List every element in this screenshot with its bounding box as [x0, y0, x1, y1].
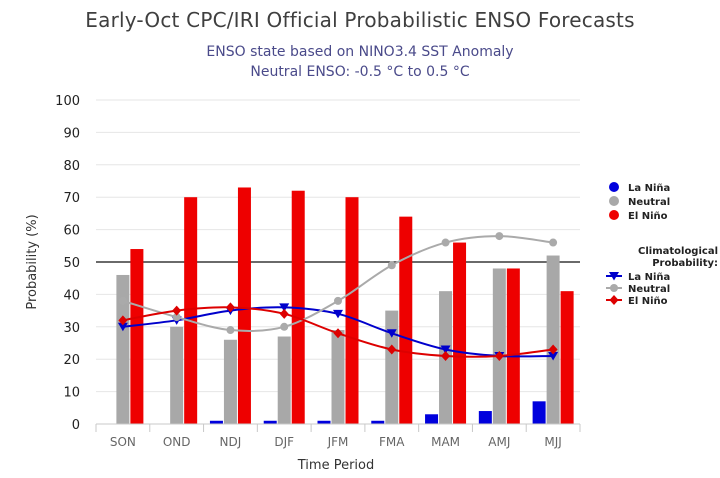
bar-el-ni-o [237, 187, 251, 424]
y-tick-label: 20 [63, 353, 80, 368]
climatology-point-la-ni-a [333, 309, 343, 319]
climatology-point-neutral [549, 238, 558, 247]
y-tick-label: 0 [72, 418, 80, 433]
climatology-point-el-ni-o [172, 305, 182, 316]
climatology-point-neutral [226, 326, 235, 335]
legend-line-marker-la-ni-a [609, 272, 619, 281]
legend-line-label-neutral: Neutral [628, 284, 670, 295]
legend-line-label-la-ni-a: La Niña [628, 272, 670, 283]
bar-neutral [546, 255, 560, 424]
climatology-point-el-ni-o [118, 315, 128, 326]
climatology-point-neutral [118, 296, 127, 305]
y-tick-label: 30 [63, 321, 80, 336]
legend-marker-neutral [609, 196, 619, 206]
climatology-point-el-ni-o [494, 350, 504, 361]
bar-neutral [170, 326, 184, 424]
bar-la-ni-a [478, 411, 492, 424]
chart-title: Early-Oct CPC/IRI Official Probabilistic… [85, 8, 635, 32]
x-tick-label: MAM [431, 435, 460, 449]
y-tick-label: 40 [63, 288, 80, 303]
bar-la-ni-a [532, 401, 546, 424]
axes: 0 10 20 30 40 50 60 70 80 90 100 SON OND NDJ DJF JFM FMA… [55, 94, 581, 449]
climatology-point-la-ni-a [279, 303, 290, 312]
bar-el-ni-o [399, 216, 413, 424]
y-tick-label: 70 [63, 191, 80, 206]
bar-neutral [277, 336, 291, 424]
climatology-point-el-ni-o [441, 350, 451, 361]
climatology-lines [117, 232, 559, 361]
x-tick-label: AMJ [488, 435, 510, 449]
bar-la-ni-a [263, 420, 277, 424]
bar-la-ni-a [371, 420, 385, 424]
climatology-point-la-ni-a [386, 329, 397, 338]
bar-el-ni-o [560, 291, 574, 424]
x-tick-label: NDJ [220, 435, 242, 449]
legend-label-la-ni-a: La Niña [628, 183, 670, 194]
legend-line-marker-neutral [610, 284, 618, 292]
chart-subtitle-line-1: ENSO state based on NINO3.4 SST Anomaly [206, 44, 514, 60]
x-tick-label: SON [110, 435, 136, 449]
y-tick-label: 60 [63, 224, 80, 239]
bar-neutral [331, 330, 345, 424]
bar-el-ni-o [345, 197, 359, 424]
bar-neutral [385, 310, 399, 424]
climatology-point-neutral [441, 238, 450, 247]
climatology-point-neutral [495, 232, 504, 241]
legend-climatology-title: Climatological [638, 246, 718, 257]
y-axis-title: Probability (%) [25, 214, 40, 309]
legend-label-el-ni-o: El Niño [628, 211, 668, 222]
y-tick-label: 100 [55, 94, 80, 109]
bar-el-ni-o [506, 268, 520, 424]
y-tick-label: 90 [63, 126, 80, 141]
y-tick-label: 50 [63, 256, 80, 271]
bars [116, 187, 574, 424]
bar-el-ni-o [130, 249, 144, 424]
bar-el-ni-o [453, 242, 467, 424]
bar-el-ni-o [184, 197, 198, 424]
x-tick-label: FMA [379, 435, 405, 449]
climatology-point-neutral [387, 261, 396, 270]
legend-marker-el-ni-o [609, 210, 619, 220]
y-tick-label: 10 [63, 386, 80, 401]
chart-subtitle-line-2: Neutral ENSO: -0.5 °C to 0.5 °C [250, 64, 470, 80]
bar-neutral [116, 274, 130, 424]
x-tick-label: MJJ [544, 435, 561, 449]
climatology-point-el-ni-o [548, 344, 558, 355]
climatology-point-el-ni-o [333, 328, 343, 339]
climatology-point-neutral [280, 322, 289, 331]
legend-line-marker-el-ni-o [609, 295, 619, 305]
x-tick-label: DJF [274, 435, 294, 449]
climatology-point-neutral [172, 313, 181, 322]
legend-line-label-el-ni-o: El Niño [628, 296, 668, 307]
legend-climatology-title: Probability: [652, 258, 718, 269]
climatology-point-neutral [334, 296, 342, 305]
legend-label-neutral: Neutral [628, 197, 670, 208]
climatology-point-la-ni-a [440, 345, 451, 354]
bar-la-ni-a [425, 414, 439, 424]
x-tick-label: JFM [327, 435, 349, 449]
bar-neutral [492, 268, 506, 424]
climatology-point-el-ni-o [225, 302, 235, 313]
bar-la-ni-a [317, 420, 331, 424]
bar-neutral [223, 339, 237, 424]
x-axis-title: Time Period [297, 458, 374, 473]
x-tick-label: OND [163, 435, 191, 449]
climatology-point-el-ni-o [279, 308, 289, 319]
climatology-point-la-ni-a [548, 351, 559, 361]
legend-marker-la-ni-a [609, 182, 619, 192]
climatology-point-la-ni-a [117, 322, 128, 332]
y-tick-label: 80 [63, 159, 80, 174]
bar-la-ni-a [209, 420, 223, 424]
climatology-point-el-ni-o [387, 344, 397, 355]
